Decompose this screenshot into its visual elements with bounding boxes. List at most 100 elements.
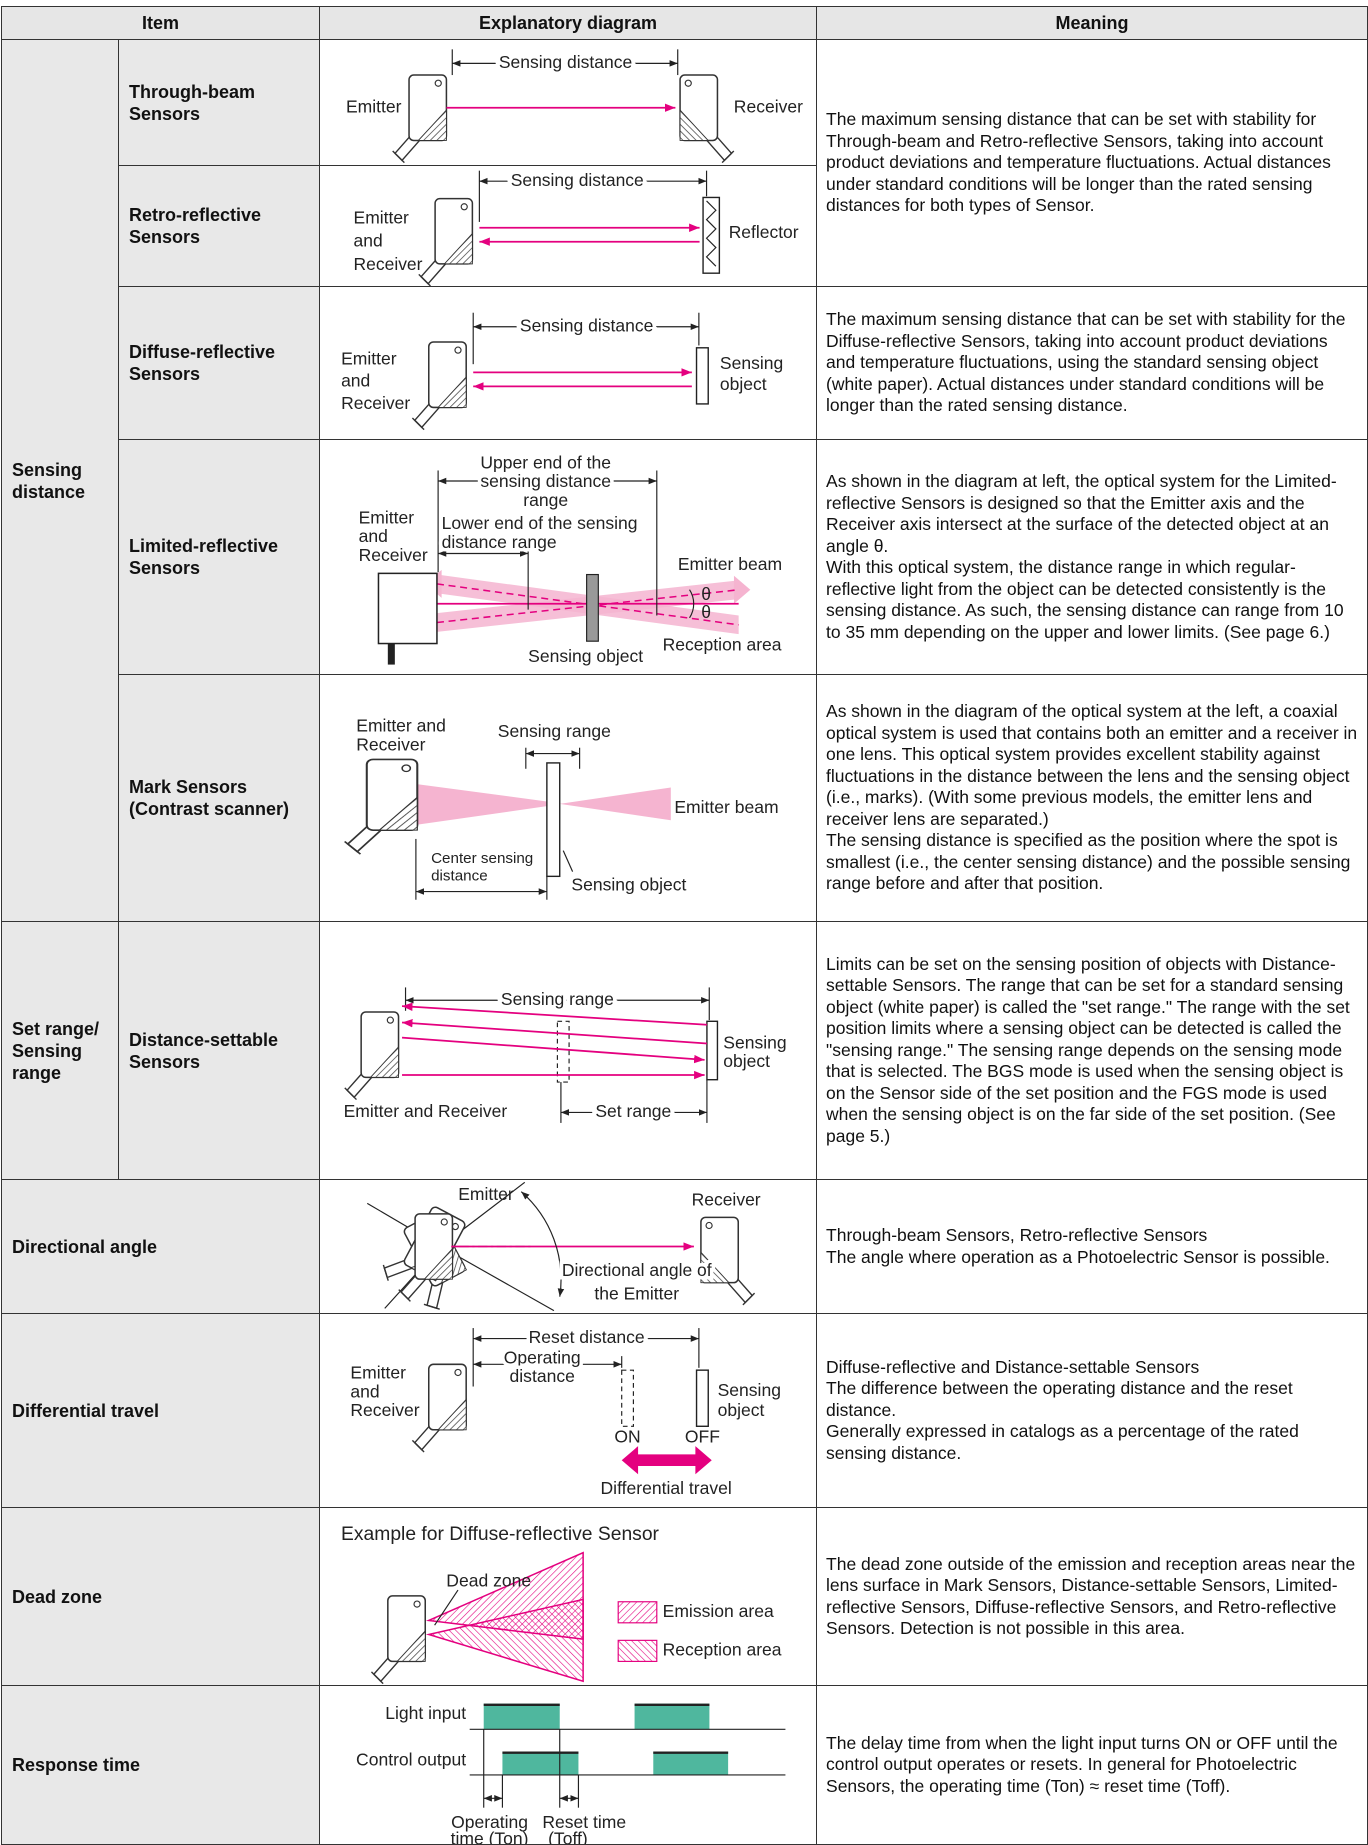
diagram-label: and: [354, 230, 383, 250]
diagram-label: Emitter: [354, 207, 410, 227]
item-label: Differential travel: [0, 1313, 321, 1508]
diagram-rect: [634, 1703, 710, 1730]
diagram-label: Sensing distance: [499, 52, 632, 72]
diagram-label: Sensing distance: [511, 170, 644, 190]
diagram-label: Sensing: [720, 353, 783, 373]
diagram-label: and: [359, 526, 388, 546]
diagram-label: ON: [614, 1427, 640, 1447]
row: Dead zone Example for Diffuse-reflective…: [0, 1507, 1368, 1686]
item-label: Mark Sensors (Contrast scanner): [117, 674, 321, 922]
item-label: Through-beam Sensors: [117, 39, 321, 166]
diagram-label: distance: [510, 1366, 575, 1386]
diagram-label: object: [723, 1051, 770, 1071]
diagram-use: [344, 1011, 400, 1101]
diagram: Light input Control output Operating time…: [356, 1703, 786, 1844]
meaning-paragraph: As shown in the diagram at left, the opt…: [826, 471, 1337, 556]
diagram-text: Sensing object: [718, 1380, 781, 1420]
diagram-polygon: [415, 783, 547, 825]
diagram-label: θ: [701, 602, 711, 622]
diagram-label: Receiver: [341, 393, 410, 413]
terms-table: Item Explanatory diagram Meaning Sensing…: [0, 6, 1368, 1845]
diagram-label: Emitter: [346, 96, 402, 116]
diagram-label: time (Ton): [451, 1828, 529, 1844]
diagram-rect: [586, 573, 599, 642]
diagram-polygon: [425, 1598, 584, 1683]
diagram-text: Emitter and Receiver: [356, 715, 446, 754]
diagram-use: [370, 1595, 427, 1685]
diagram-rect: [483, 1703, 560, 1730]
group-label: Set range/ Sensing range: [1, 921, 119, 1180]
diagram: Reset distance Operating distance Emitter…: [350, 1324, 781, 1498]
diagram-rect: [653, 1751, 729, 1775]
diagram-label: Control output: [356, 1750, 466, 1770]
row: Differential travel Reset distance Opera…: [0, 1313, 1368, 1508]
item-label: Dead zone: [0, 1507, 321, 1686]
diagram-label: Set range: [595, 1101, 671, 1121]
diagram-rect: [695, 1369, 709, 1427]
meaning-cell: As shown in the diagram of the optical s…: [816, 674, 1368, 922]
diagram-polygon: [559, 787, 671, 821]
diagram-text: Upper end of the sensing distance range: [480, 452, 611, 509]
diagram-use: [343, 758, 419, 856]
diagram-g: [377, 1197, 478, 1313]
item-label: Distance-settable Sensors: [117, 921, 321, 1180]
diagram-label: object: [720, 374, 767, 394]
diagram-use: [411, 341, 467, 431]
diagram-label: θ: [701, 584, 711, 604]
diagram-path: [621, 1446, 712, 1475]
diagram-cell: Example for Diffuse-reflective Sensor De…: [319, 1507, 818, 1686]
diagram-label: Emitter: [458, 1184, 514, 1204]
diagram-label: Receiver: [354, 254, 423, 274]
diagram-text: Sensing object: [723, 1032, 786, 1071]
diagram-path: [520, 1191, 565, 1297]
row: Limited-reflective Sensors Upper end of …: [2, 439, 1368, 675]
diagram-label: sensing distance: [480, 471, 611, 491]
diagram-label: Reflector: [729, 222, 799, 242]
group-label: Sensing distance: [1, 39, 119, 922]
diagram-label: Differential travel: [601, 1478, 732, 1498]
meaning-paragraph: The maximum sensing distance that can be…: [826, 109, 1331, 216]
diagram-text: Emitter and Receiver: [341, 348, 410, 412]
meaning-cell: Diffuse-reflective and Distance-settable…: [816, 1313, 1368, 1508]
diagram-text: Center sensing distance: [431, 850, 533, 885]
meaning-paragraph: With this optical system, the distance r…: [826, 557, 1344, 642]
diagram-label: Sensing object: [528, 646, 643, 666]
diagram-label: Directional angle of: [562, 1260, 712, 1280]
diagram-rect: [546, 762, 561, 878]
diagram-label: Receiver: [734, 96, 803, 116]
diagram-label: Emitter: [350, 1362, 406, 1382]
diagram: Emitter and Receiver Sensing range Emitte…: [343, 715, 779, 900]
diagram-use: [391, 74, 448, 164]
diagram: Sensing distance Emitter Receiver: [346, 48, 803, 164]
diagram-line: [401, 1018, 708, 1045]
diagram-label: object: [718, 1400, 765, 1420]
diagram-rect: [617, 1639, 658, 1662]
diagram-text: Emitter and Receiver: [359, 507, 428, 564]
diagram-label: Reset time: [542, 1812, 626, 1832]
diagram-text: Emitter and Receiver: [354, 207, 423, 274]
diagram-rect: [702, 196, 721, 274]
meaning-paragraph: The delay time from when the light input…: [826, 1732, 1338, 1796]
diagram-label: Upper end of the: [480, 452, 611, 472]
diagram-text: Lower end of the sensing distance range: [442, 513, 638, 552]
diagram-label: Sensing range: [501, 989, 614, 1009]
diagram-use: [418, 197, 474, 286]
row: Retro-reflective Sensors Sensing distanc…: [2, 165, 1368, 287]
diagram: Sensing distance Emitter and Receiver Sens…: [341, 312, 783, 431]
diagram-label: distance range: [442, 532, 557, 552]
meaning-paragraph: The angle where operation as a Photoelec…: [826, 1246, 1330, 1267]
diagram-label: Receiver: [359, 544, 428, 564]
row: Response time Light input Control output…: [0, 1685, 1368, 1845]
diagram: Example for Diffuse-reflective Sensor De…: [341, 1524, 782, 1685]
row: Sensing distance Through-beam Sensors Se…: [1, 39, 1368, 922]
diagram-cell: Sensing distance Emitter and Receiver Sens…: [319, 286, 818, 440]
diagram-label: and: [341, 370, 370, 390]
meaning-paragraph: The difference between the operating dis…: [826, 1378, 1293, 1420]
diagram-cell: Emitter and Receiver Sensing range Emitte…: [319, 674, 818, 922]
meaning-cell: The maximum sensing distance that can be…: [816, 286, 1368, 440]
meaning-paragraph: The dead zone outside of the emission an…: [826, 1553, 1356, 1639]
diagram-use: [679, 74, 735, 164]
row: Directional angle Emitter Receiver Direc…: [0, 1179, 1368, 1314]
diagram-use: [411, 1363, 467, 1453]
diagram-label: Emitter beam: [674, 797, 778, 817]
